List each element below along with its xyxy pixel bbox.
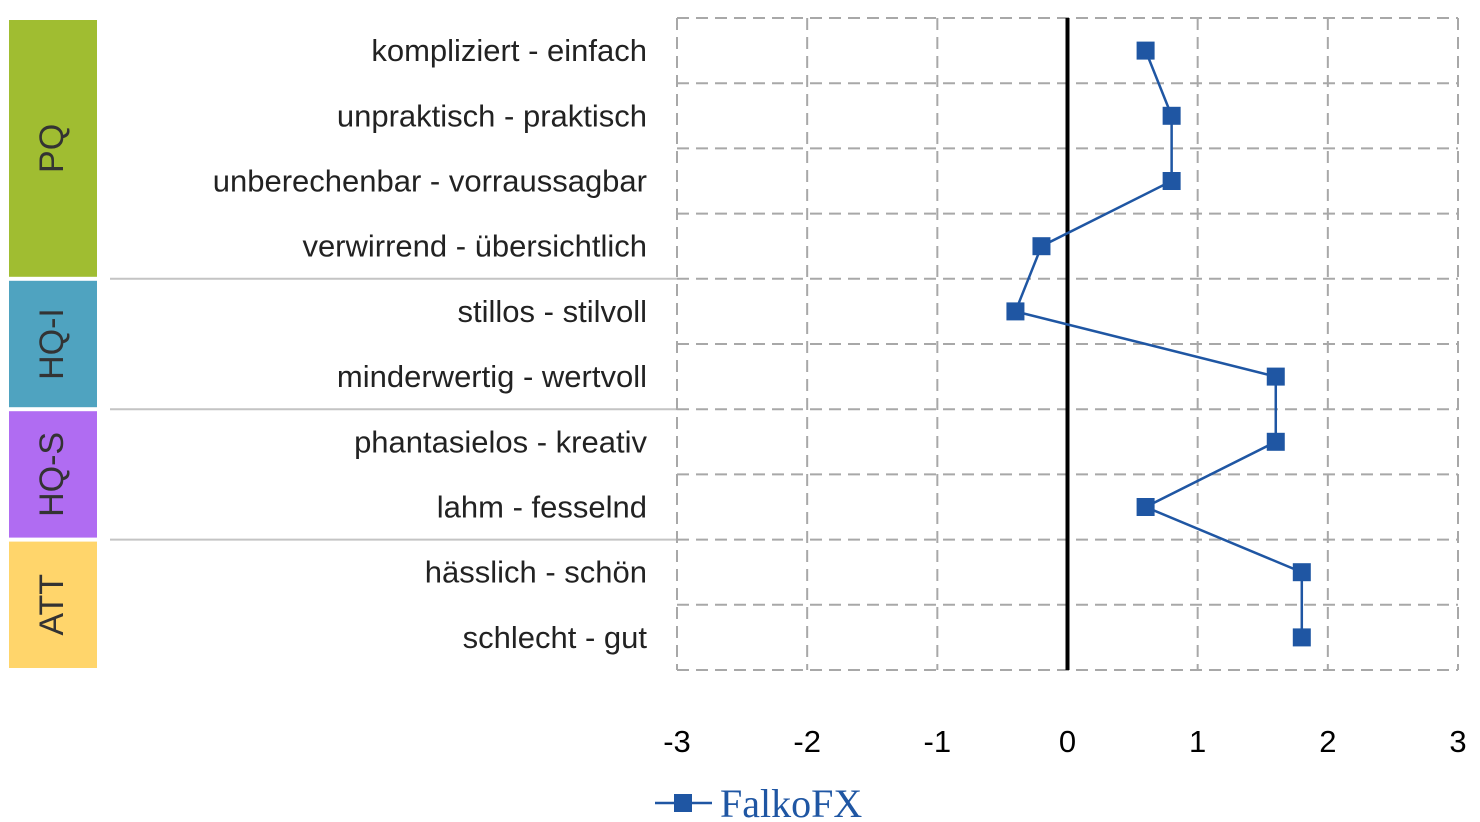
category-labels: kompliziert - einfach unpraktisch - prakt… xyxy=(213,33,648,655)
category-label: unpraktisch - praktisch xyxy=(337,98,647,133)
data-point xyxy=(1006,302,1025,321)
group-band-pq xyxy=(9,20,97,277)
group-label: HQ-S xyxy=(33,432,71,517)
category-label: unberechenbar - vorraussagbar xyxy=(213,164,647,199)
group-band-hq-s xyxy=(9,411,97,538)
group-band-hq-i xyxy=(9,280,97,408)
data-point xyxy=(1136,41,1155,60)
category-label: kompliziert - einfach xyxy=(371,33,647,68)
legend: FalkoFX xyxy=(655,781,862,822)
group-separators xyxy=(110,277,677,541)
category-label: lahm - fesselnd xyxy=(437,490,647,525)
category-label: phantasielos - kreativ xyxy=(354,424,647,459)
category-label: hässlich - schön xyxy=(425,555,647,590)
series-line-0 xyxy=(1013,50,1304,638)
category-label: schlecht - gut xyxy=(463,620,648,655)
group-band-att xyxy=(9,541,97,668)
category-label: stillos - stilvoll xyxy=(458,294,647,329)
x-tick-label: 3 xyxy=(1449,724,1466,759)
data-point xyxy=(1136,498,1155,516)
group-label: HQ-I xyxy=(33,308,71,380)
series xyxy=(1006,41,1311,647)
category-label: minderwertig - wertvoll xyxy=(337,359,647,394)
x-tick-label: 0 xyxy=(1059,724,1076,759)
x-tick-label: -2 xyxy=(793,724,821,759)
data-point xyxy=(1292,628,1311,647)
x-tick-label: -1 xyxy=(924,724,952,759)
x-tick-label: 2 xyxy=(1319,724,1336,759)
category-label: verwirrend - übersichtlich xyxy=(302,229,647,264)
group-label: PQ xyxy=(33,124,71,173)
legend-marker xyxy=(674,794,692,812)
x-tick-labels: -3 -2 -1 0 1 2 3 xyxy=(663,724,1466,759)
group-bands: PQ HQ-I HQ-S ATT xyxy=(9,20,97,668)
grid xyxy=(676,17,1459,671)
data-point xyxy=(1266,367,1285,386)
legend-label: FalkoFX xyxy=(720,781,862,822)
x-tick-label: 1 xyxy=(1189,724,1206,759)
data-point xyxy=(1162,172,1181,190)
data-point xyxy=(1292,563,1311,582)
data-point xyxy=(1162,106,1181,125)
data-point xyxy=(1032,237,1051,256)
x-tick-label: -3 xyxy=(663,724,691,759)
group-label: ATT xyxy=(33,574,71,636)
data-point xyxy=(1266,432,1285,451)
